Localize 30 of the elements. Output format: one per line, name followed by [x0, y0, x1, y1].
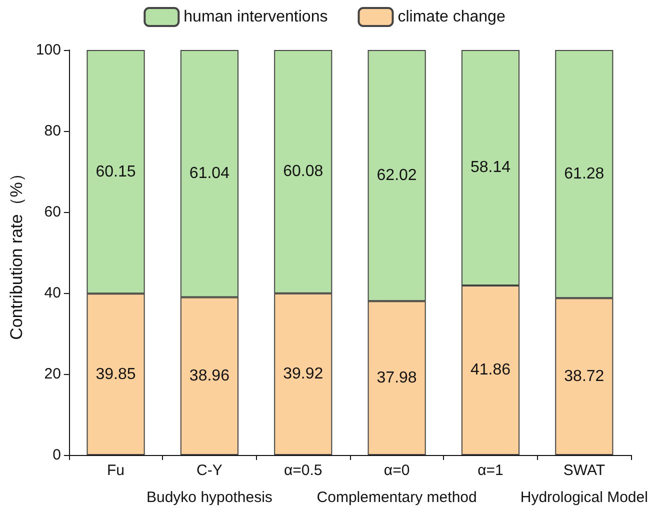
data-label: 58.14: [470, 159, 511, 176]
data-label: 39.92: [283, 366, 324, 383]
y-axis-title: Contribution rate（%）: [7, 165, 26, 340]
data-label: 61.28: [564, 166, 604, 183]
data-label: 41.86: [470, 362, 511, 379]
y-tick-label: 40: [44, 284, 61, 302]
data-label: 61.04: [189, 165, 230, 182]
x-tick-label: SWAT: [563, 462, 605, 479]
data-label: 39.85: [96, 366, 136, 383]
x-tick-label: α=0: [384, 462, 410, 479]
y-tick-label: 80: [44, 122, 61, 140]
data-label: 37.98: [376, 370, 417, 387]
y-tick-label: 20: [44, 366, 61, 382]
legend-label: climate change: [398, 8, 506, 26]
data-label: 60.15: [96, 163, 136, 180]
x-tick-label: Fu: [107, 462, 125, 479]
y-tick-label: 60: [44, 204, 61, 220]
text: Budyko hypothesis: [146, 489, 272, 506]
x-tick-label: α=1: [478, 462, 504, 479]
data-label: 38.72: [564, 368, 604, 386]
legend-label: human interventions: [184, 8, 328, 26]
y-tick-label: 0: [52, 446, 61, 464]
text: Hydrological Model: [520, 489, 648, 506]
data-label: 62.02: [376, 167, 417, 184]
x-tick-label: α=0.5: [284, 462, 322, 479]
x-tick-label: C-Y: [196, 462, 222, 479]
text: Complementary method: [316, 489, 477, 506]
y-tick-label: 100: [36, 42, 61, 58]
data-label: 38.96: [189, 368, 230, 385]
data-label: 60.08: [283, 163, 324, 180]
